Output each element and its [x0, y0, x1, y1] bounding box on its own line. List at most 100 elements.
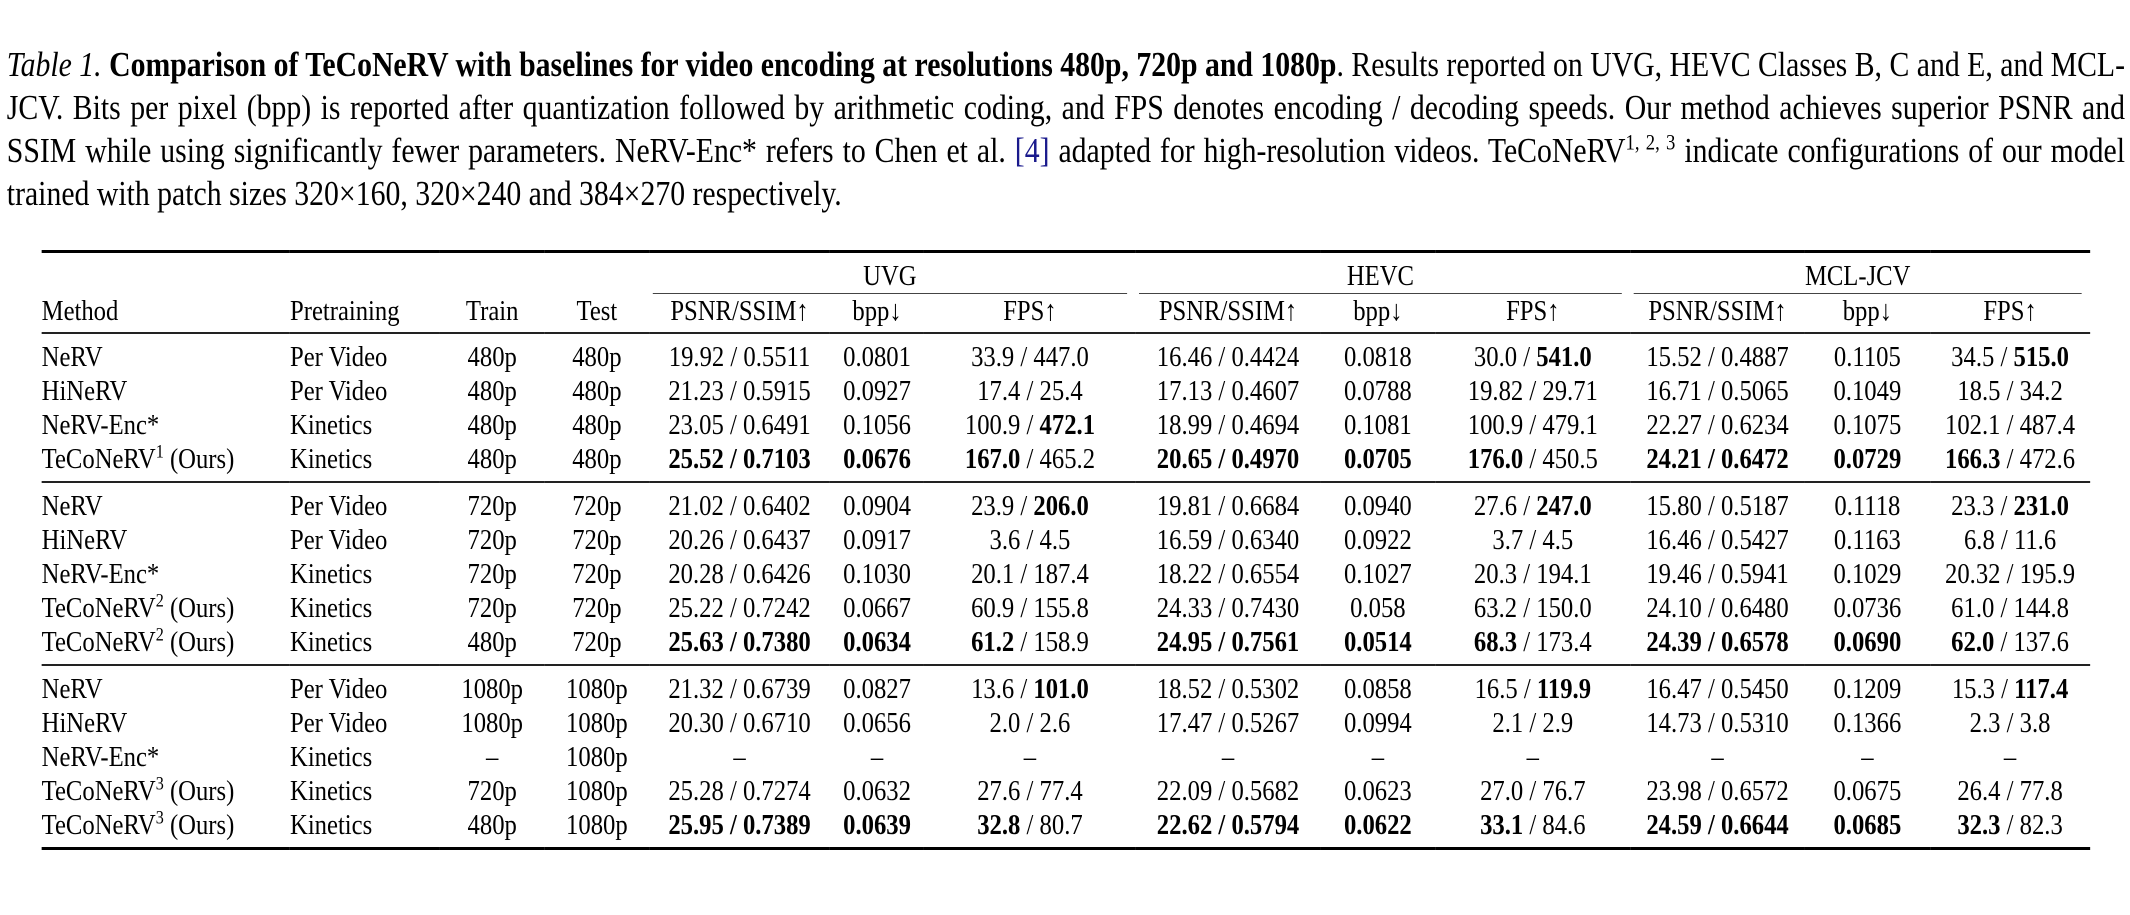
- config-superscript: 3: [155, 807, 164, 829]
- psnr-ssim-cell: 16.59 / 0.6340: [1156, 524, 1300, 556]
- psnr-ssim-cell: 24.39 / 0.6578: [1646, 626, 1789, 658]
- bpp-cell: 0.1105: [1833, 341, 1901, 373]
- bpp-cell: 0.1366: [1833, 707, 1902, 739]
- fps-cell: 20.32 / 195.9: [1945, 558, 2076, 590]
- fps-cell: 6.8 / 11.6: [1963, 524, 2057, 556]
- psnr-ssim-cell: 16.46 / 0.5427: [1646, 524, 1789, 556]
- test-cell: 1080p: [566, 673, 628, 705]
- bpp-cell: 0.0729: [1833, 443, 1902, 475]
- bpp-cell: 0.1049: [1833, 375, 1902, 407]
- column-header-row: Method Pretraining Train Test PSNR/SSIM↑…: [42, 294, 2091, 333]
- page: Table 1. Comparison of TeCoNeRV with bas…: [0, 35, 2130, 850]
- bpp-cell: 0.0685: [1833, 809, 1902, 841]
- table-row: TeCoNeRV3 (Ours) Kinetics 480p 1080p 25.95 /…: [42, 808, 2091, 849]
- fps-cell: 26.4 / 77.8: [1957, 775, 2063, 807]
- table-row: HiNeRV Per Video 1080p 1080p 20.30 / 0.6710 0…: [42, 706, 2091, 740]
- fps-cell: 3.6 / 4.5: [989, 524, 1071, 556]
- fps-cell: 30.0 / 541.0: [1473, 341, 1592, 373]
- bpp-cell: 0.0667: [843, 592, 911, 624]
- fps-cell: –: [2003, 741, 2017, 773]
- fps-cell: 3.7 / 4.5: [1492, 524, 1574, 556]
- psnr-ssim-cell: 25.95 / 0.7389: [668, 809, 811, 841]
- pretraining-cell: Per Video: [290, 375, 388, 407]
- bpp-cell: 0.0705: [1343, 443, 1412, 475]
- table-row: NeRV Per Video 480p 480p 19.92 / 0.5511 0.080…: [42, 333, 2091, 374]
- psnr-ssim-cell: –: [1221, 741, 1235, 773]
- col-header-fps: FPS↑: [1506, 295, 1560, 327]
- bpp-cell: 0.0676: [843, 443, 911, 475]
- fps-cell: 68.3 / 173.4: [1473, 626, 1592, 658]
- col-header-psnr-ssim: PSNR/SSIM↑: [670, 295, 809, 327]
- psnr-ssim-cell: 24.33 / 0.7430: [1156, 592, 1300, 624]
- config-superscript: 2: [155, 624, 164, 646]
- method-cell: NeRV-Enc*: [41, 558, 160, 590]
- psnr-ssim-cell: 22.27 / 0.6234: [1646, 409, 1789, 441]
- test-cell: 720p: [572, 558, 622, 590]
- citation-link[interactable]: [4]: [1014, 131, 1050, 170]
- psnr-ssim-cell: 24.59 / 0.6644: [1646, 809, 1789, 841]
- bpp-cell: 0.0690: [1833, 626, 1902, 658]
- bpp-cell: –: [870, 741, 884, 773]
- caption-text: . Results reported on UVG, HEVC Classes …: [6, 45, 2126, 170]
- col-header-bpp: bpp↓: [1842, 295, 1893, 327]
- bpp-cell: 0.0940: [1343, 490, 1412, 522]
- fps-cell: –: [1023, 741, 1037, 773]
- group-header-row: UVG HEVC MCL-JCV: [41, 250, 2091, 294]
- caption-text: indicate configurations of our model tra…: [6, 131, 2126, 213]
- fps-cell: 2.0 / 2.6: [989, 707, 1071, 739]
- bpp-cell: 0.0736: [1833, 592, 1902, 624]
- fps-cell: 27.6 / 247.0: [1473, 490, 1592, 522]
- group-header-mcl-jcv: MCL-JCV: [1630, 250, 2091, 294]
- bpp-cell: 0.0827: [843, 673, 911, 705]
- test-cell: 480p: [572, 341, 622, 373]
- psnr-ssim-cell: 19.46 / 0.5941: [1646, 558, 1789, 590]
- train-cell: 1080p: [461, 673, 524, 705]
- psnr-ssim-cell: 20.28 / 0.6426: [668, 558, 811, 590]
- psnr-ssim-cell: 16.46 / 0.4424: [1156, 341, 1300, 373]
- test-cell: 1080p: [566, 775, 628, 807]
- psnr-ssim-cell: 24.21 / 0.6472: [1646, 443, 1789, 475]
- method-cell: NeRV: [41, 673, 103, 705]
- bpp-cell: 0.0639: [843, 809, 911, 841]
- fps-cell: 100.9 / 479.1: [1467, 409, 1598, 441]
- train-cell: –: [486, 741, 499, 773]
- bpp-cell: 0.0927: [843, 375, 911, 407]
- psnr-ssim-cell: 24.10 / 0.6480: [1646, 592, 1789, 624]
- test-cell: 480p: [572, 375, 622, 407]
- fps-cell: 15.3 / 117.4: [1951, 673, 2069, 705]
- test-cell: 720p: [572, 592, 622, 624]
- test-cell: 720p: [572, 490, 622, 522]
- col-header-pretraining: Pretraining: [290, 295, 400, 327]
- bpp-cell: 0.0904: [843, 490, 911, 522]
- method-cell: TeCoNeRV2 (Ours): [41, 624, 235, 658]
- psnr-ssim-cell: 18.22 / 0.6554: [1156, 558, 1300, 590]
- bpp-cell: 0.0917: [843, 524, 911, 556]
- fps-cell: 100.9 / 472.1: [964, 409, 1096, 441]
- col-header-train: Train: [465, 295, 519, 327]
- bpp-cell: –: [1371, 741, 1385, 773]
- fps-cell: 20.1 / 187.4: [971, 558, 1089, 590]
- bpp-cell: 0.1081: [1343, 409, 1412, 441]
- config-superscript: 3: [155, 773, 164, 795]
- psnr-ssim-cell: 25.63 / 0.7380: [668, 626, 811, 658]
- psnr-ssim-cell: 18.52 / 0.5302: [1156, 673, 1300, 705]
- table-row: NeRV Per Video 720p 720p 21.02 / 0.6402 0.090…: [42, 482, 2091, 523]
- train-cell: 480p: [467, 809, 517, 841]
- table-row: NeRV-Enc* Kinetics 720p 720p 20.28 / 0.6426 0…: [42, 557, 2091, 591]
- test-cell: 1080p: [566, 707, 628, 739]
- psnr-ssim-cell: 15.80 / 0.5187: [1646, 490, 1789, 522]
- bpp-cell: 0.0632: [843, 775, 911, 807]
- pretraining-cell: Kinetics: [290, 592, 373, 624]
- train-cell: 480p: [467, 443, 517, 475]
- psnr-ssim-cell: 16.47 / 0.5450: [1646, 673, 1789, 705]
- psnr-ssim-cell: 25.22 / 0.7242: [668, 592, 811, 624]
- group-header-hevc: HEVC: [1135, 250, 1631, 294]
- fps-cell: 60.9 / 155.8: [971, 592, 1089, 624]
- table-section: NeRV Per Video 720p 720p 21.02 / 0.6402 0.090…: [41, 482, 2091, 665]
- bpp-cell: 0.0622: [1343, 809, 1412, 841]
- method-cell: HiNeRV: [41, 375, 128, 407]
- pretraining-cell: Kinetics: [290, 443, 373, 475]
- col-header-bpp: bpp↓: [852, 295, 902, 327]
- fps-cell: 13.6 / 101.0: [971, 673, 1089, 705]
- psnr-ssim-cell: 23.98 / 0.6572: [1646, 775, 1789, 807]
